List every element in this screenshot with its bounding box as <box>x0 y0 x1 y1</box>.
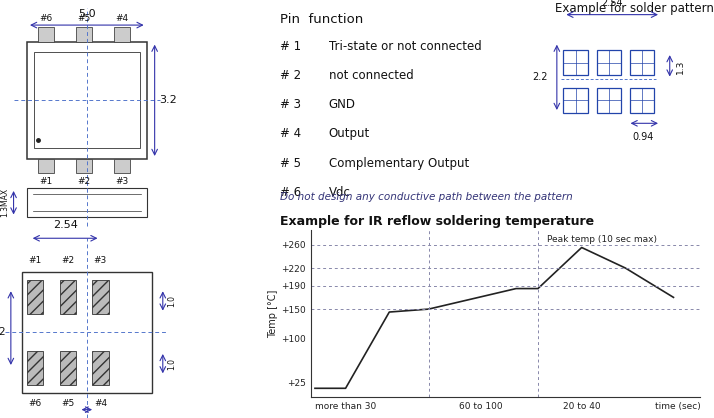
Bar <box>27 280 44 314</box>
Text: # 4: # 4 <box>280 127 301 140</box>
Bar <box>76 159 92 173</box>
Text: #2: #2 <box>78 177 91 186</box>
Text: #6: #6 <box>29 399 42 408</box>
Bar <box>27 351 44 385</box>
Bar <box>630 88 654 113</box>
Text: 2.54: 2.54 <box>53 220 78 230</box>
Bar <box>60 280 76 314</box>
Text: #4: #4 <box>116 14 129 23</box>
Bar <box>563 88 588 113</box>
Bar <box>60 351 76 385</box>
Text: 1.3MAX: 1.3MAX <box>1 188 9 217</box>
Text: #3: #3 <box>116 177 129 186</box>
Text: #1: #1 <box>39 177 53 186</box>
Text: 1.0: 1.0 <box>167 358 176 370</box>
Text: Pin  function: Pin function <box>280 13 363 25</box>
Text: # 6: # 6 <box>280 186 301 199</box>
Text: #1: #1 <box>29 256 42 265</box>
Bar <box>563 50 588 75</box>
Text: #6: #6 <box>39 14 53 23</box>
Text: #5: #5 <box>78 14 91 23</box>
Text: 0.94: 0.94 <box>633 132 654 142</box>
Text: Example for solder pattern: Example for solder pattern <box>555 2 713 15</box>
Text: Vdc: Vdc <box>329 186 351 199</box>
Text: # 1: # 1 <box>280 40 301 53</box>
Bar <box>27 188 146 217</box>
Text: Do not design any conductive path between the pattern: Do not design any conductive path betwee… <box>280 192 573 202</box>
Bar <box>92 351 109 385</box>
Text: not connected: not connected <box>329 69 413 82</box>
Bar <box>38 27 54 42</box>
Text: Peak temp (10 sec max): Peak temp (10 sec max) <box>547 235 657 244</box>
Text: 2.54: 2.54 <box>601 0 623 8</box>
Text: # 5: # 5 <box>280 157 301 170</box>
Text: #4: #4 <box>94 399 107 408</box>
Bar <box>27 42 146 159</box>
Text: Output: Output <box>329 127 370 140</box>
Text: 2.2: 2.2 <box>0 327 6 337</box>
Text: #2: #2 <box>61 256 74 265</box>
Text: #3: #3 <box>94 256 107 265</box>
Text: #5: #5 <box>61 399 74 408</box>
Bar <box>92 280 109 314</box>
Bar <box>38 159 54 173</box>
Bar <box>34 52 140 148</box>
Bar <box>597 50 621 75</box>
Text: 3.2: 3.2 <box>159 95 176 105</box>
Bar <box>597 88 621 113</box>
Text: 2.2: 2.2 <box>533 72 548 82</box>
Bar <box>114 27 130 42</box>
Text: Complementary Output: Complementary Output <box>329 157 469 170</box>
Text: 1.0: 1.0 <box>167 295 176 307</box>
Text: 5.0: 5.0 <box>78 9 96 19</box>
Bar <box>21 272 152 393</box>
Text: GND: GND <box>329 98 356 111</box>
Bar <box>630 50 654 75</box>
Text: Tri-state or not connected: Tri-state or not connected <box>329 40 482 53</box>
Text: # 3: # 3 <box>280 98 301 111</box>
Y-axis label: Temp [°C]: Temp [°C] <box>268 289 278 338</box>
Text: Example for IR reflow soldering temperature: Example for IR reflow soldering temperat… <box>280 215 594 228</box>
Bar <box>76 27 92 42</box>
Text: # 2: # 2 <box>280 69 301 82</box>
Bar <box>114 159 130 173</box>
Text: 1.3: 1.3 <box>676 60 685 74</box>
